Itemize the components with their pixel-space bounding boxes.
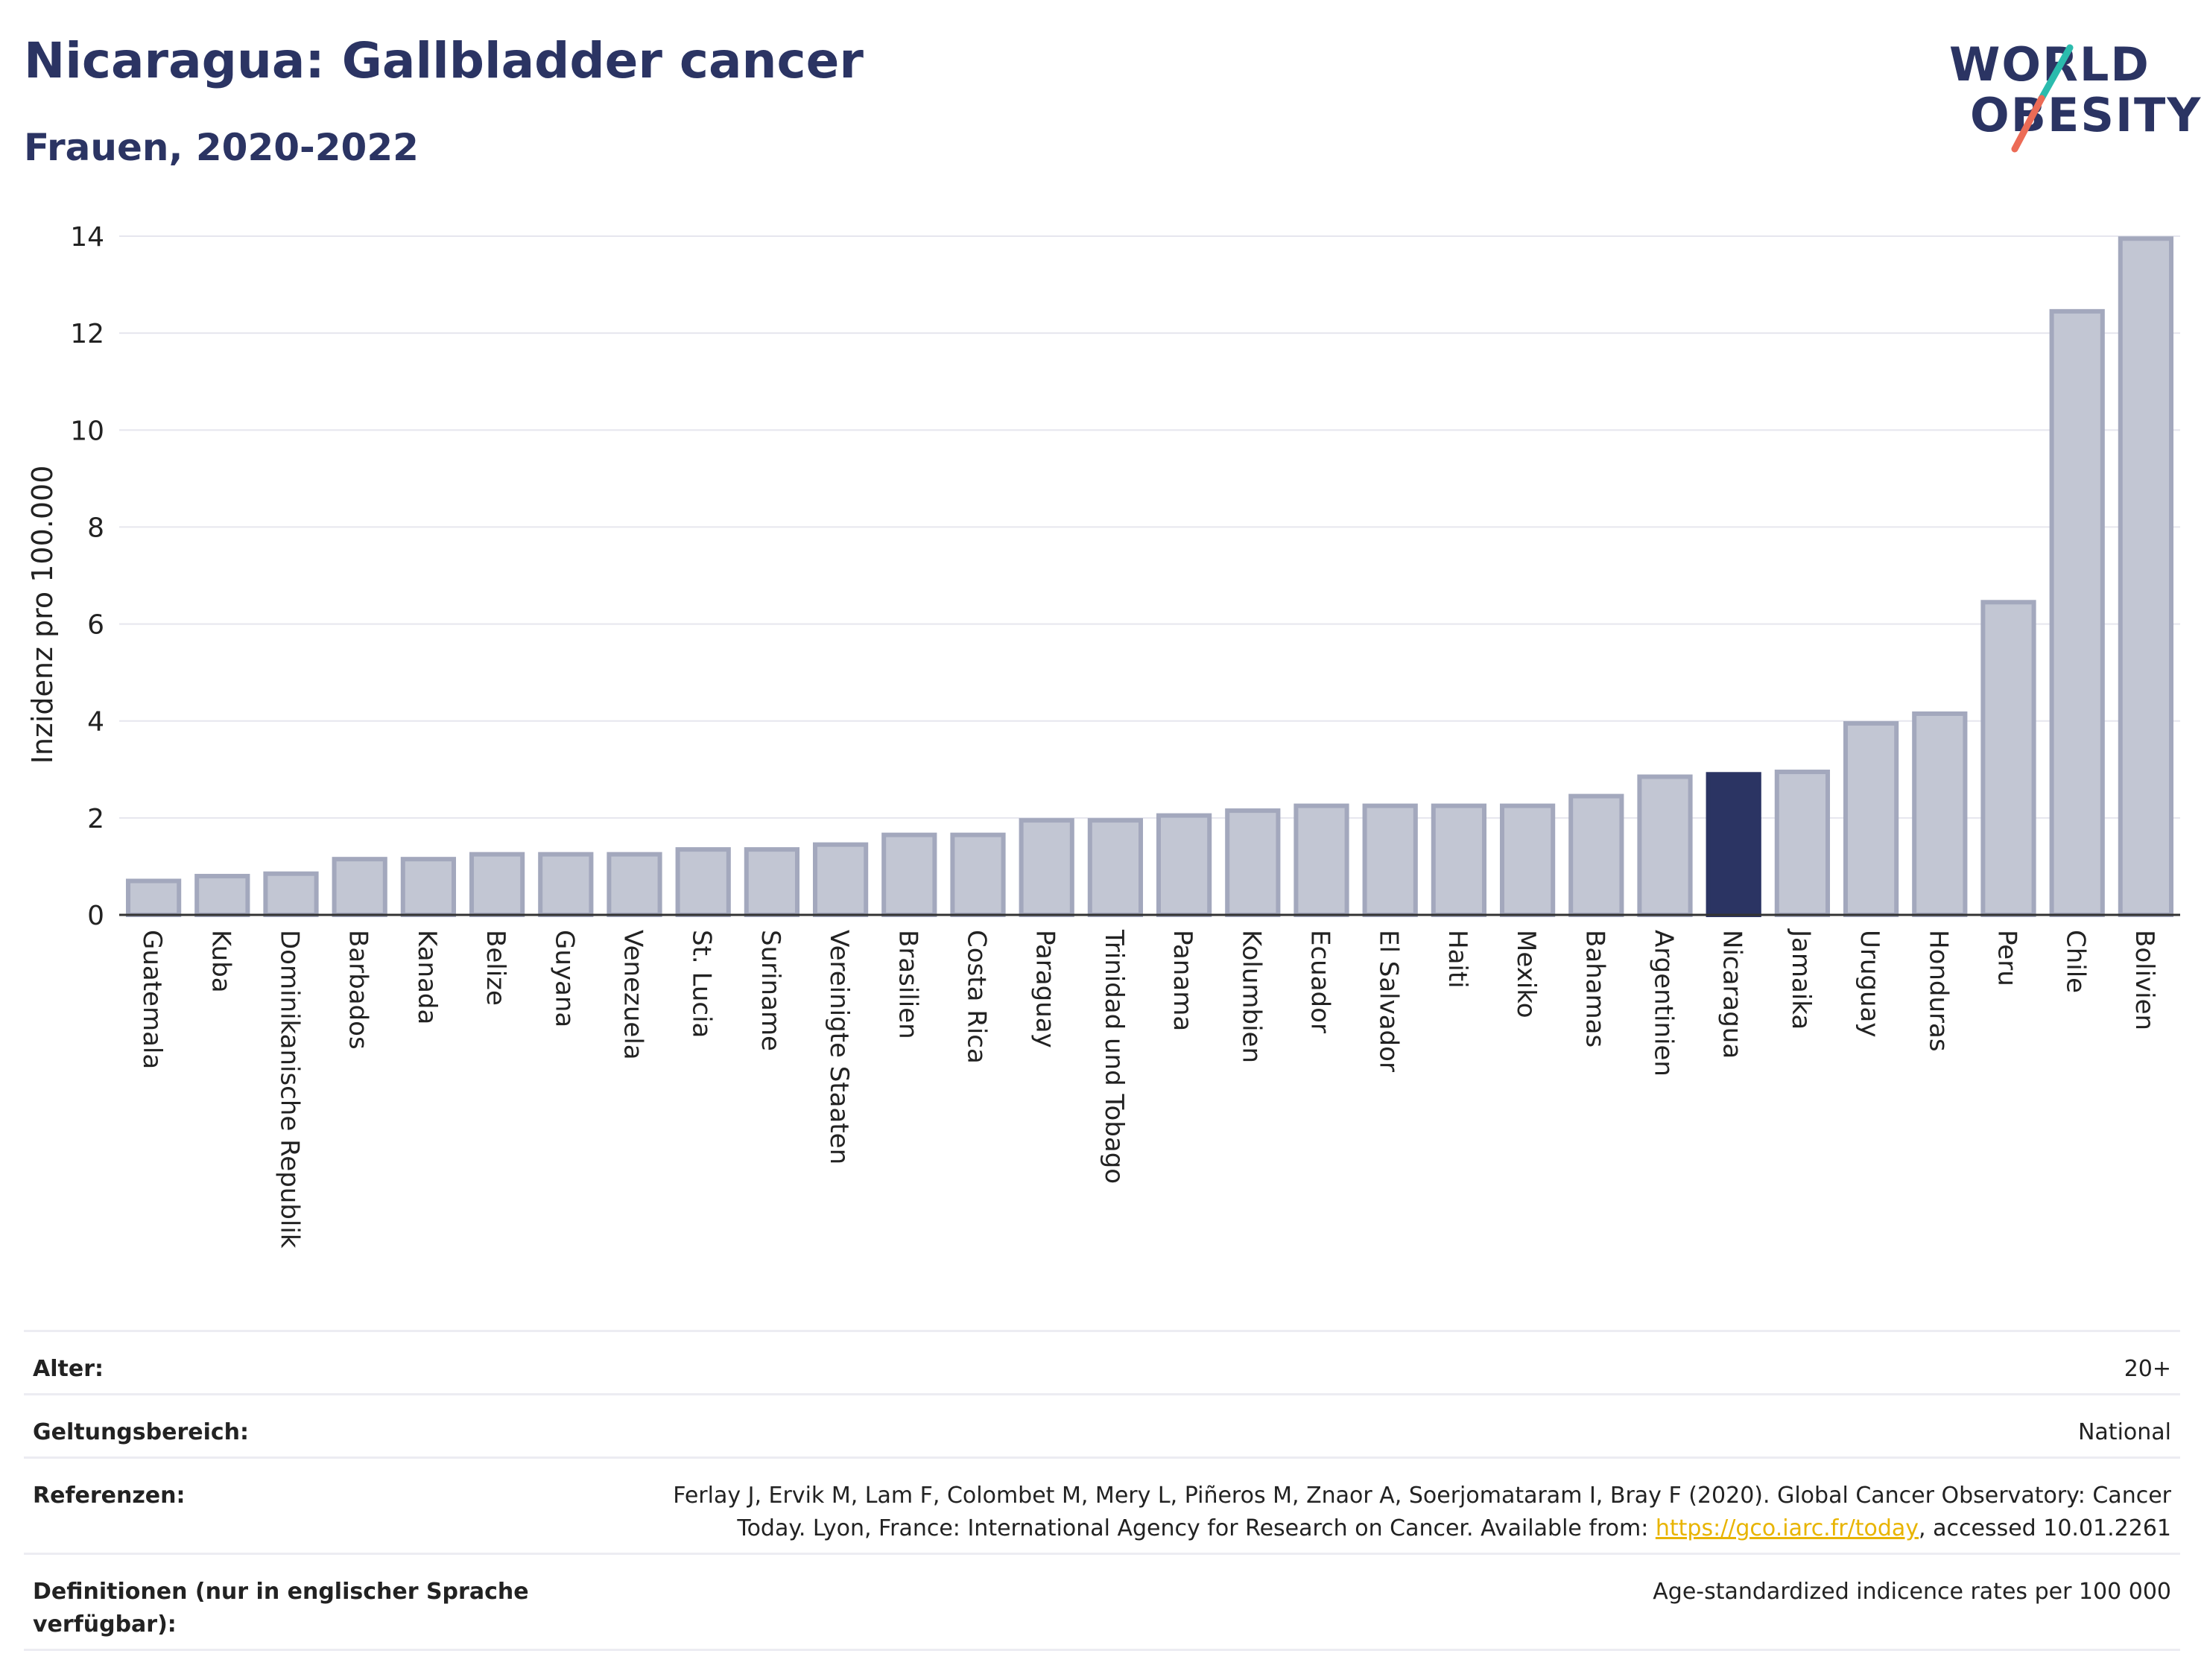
bar: [1637, 774, 1693, 918]
bar-chart: 0 2 4 6 8 10 12 14 Guatemala Kuba Dominikanische …: [26, 222, 2180, 1249]
y-tick-label: 6: [87, 610, 104, 641]
logo-word-obesity: OBESITY: [1970, 88, 2203, 142]
x-tick-label: Brasilien: [893, 930, 922, 1039]
world-obesity-logo: WORLD OBESITY: [1937, 24, 2200, 158]
references-link[interactable]: https://gco.iarc.fr/today: [1655, 1515, 1919, 1541]
y-axis-label: Inzidenz pro 100.000: [26, 466, 59, 764]
x-tick-label: Vereinigte Staaten: [824, 930, 854, 1164]
y-axis-ticks: 0 2 4 6 8 10 12 14: [70, 222, 104, 931]
bar: [1225, 808, 1281, 917]
chart-bars: [119, 236, 2180, 918]
x-tick-label: Peru: [1992, 930, 2022, 986]
x-tick-label: Uruguay: [1855, 930, 1884, 1038]
bar: [1362, 803, 1418, 918]
chart-title: Nicaragua: Gallbladder cancer: [24, 32, 864, 89]
bar: [1431, 803, 1487, 918]
y-tick-label: 2: [87, 804, 104, 834]
info-label-references: Referenzen:: [33, 1483, 186, 1509]
x-axis-ticks: Guatemala Kuba Dominikanische Republik Barb…: [137, 928, 2159, 1249]
bar: [950, 832, 1006, 917]
bar: [1293, 803, 1349, 918]
info-label-definitions: Definitionen (nur in englischer Sprache …: [33, 1579, 529, 1638]
bar-highlight: [1706, 772, 1761, 917]
bar: [125, 878, 182, 918]
bar: [1568, 793, 1624, 918]
info-table: Alter: 20+ Geltungsbereich: National Ref…: [24, 1330, 2180, 1651]
bar: [469, 852, 525, 917]
x-tick-label: Venezuela: [618, 930, 648, 1060]
bar: [607, 852, 662, 917]
logo-slash-top: [2038, 44, 2074, 102]
bar: [1087, 818, 1144, 917]
x-tick-label: Belize: [481, 930, 510, 1006]
x-tick-label: Trinidad und Tobago: [1099, 929, 1129, 1184]
y-tick-label: 4: [87, 707, 104, 738]
x-tick-label: Costa Rica: [962, 930, 992, 1064]
info-value-age: 20+: [2124, 1356, 2171, 1382]
y-tick-label: 14: [70, 222, 104, 253]
info-row-scope: Geltungsbereich: National: [24, 1393, 2180, 1456]
info-row-age: Alter: 20+: [24, 1330, 2180, 1393]
x-tick-label: Bahamas: [1580, 930, 1609, 1047]
x-tick-label: Argentinien: [1649, 930, 1679, 1077]
bar: [538, 852, 594, 917]
x-tick-label: Ecuador: [1305, 930, 1335, 1033]
x-tick-label: El Salvador: [1374, 930, 1404, 1072]
bar: [263, 871, 319, 917]
info-label-scope: Geltungsbereich:: [33, 1419, 250, 1445]
info-value-definitions: Age-standardized indicence rates per 100…: [1653, 1579, 2171, 1605]
x-tick-label: Guatemala: [137, 930, 167, 1069]
bar: [1019, 818, 1074, 917]
x-tick-label: St. Lucia: [687, 930, 717, 1038]
x-tick-label: Barbados: [343, 930, 373, 1050]
bar: [1843, 720, 1899, 917]
bar: [2049, 308, 2105, 917]
x-tick-label: Haiti: [1443, 930, 1472, 989]
x-tick-label: Guyana: [549, 930, 579, 1027]
x-tick-label: Panama: [1168, 930, 1197, 1031]
x-tick-label: Jamaika: [1786, 928, 1816, 1030]
bar: [332, 857, 387, 917]
x-tick-label: Kuba: [206, 930, 235, 993]
x-tick-label: Mexiko: [1511, 930, 1541, 1018]
x-tick-label: Paraguay: [1030, 930, 1060, 1048]
x-tick-label: Bolivien: [2129, 930, 2159, 1030]
references-line2-suffix: , accessed 10.01.2261: [1919, 1515, 2171, 1541]
logo-slash-icon: [2011, 44, 2074, 153]
x-tick-label: Kanada: [412, 930, 442, 1024]
bar: [194, 873, 250, 918]
bar: [744, 847, 800, 917]
bar: [812, 842, 869, 917]
bar: [1774, 770, 1831, 918]
x-tick-label: Dominikanische Republik: [275, 930, 305, 1249]
info-value-scope: National: [2077, 1419, 2171, 1445]
chart-gridlines: [119, 235, 2180, 819]
y-tick-label: 10: [70, 416, 104, 446]
bar: [1156, 813, 1212, 917]
chart-subtitle: Frauen, 2020-2022: [24, 126, 419, 169]
y-tick-label: 0: [87, 901, 104, 931]
bar: [1499, 803, 1556, 918]
x-tick-label: Chile: [2061, 930, 2091, 993]
info-row-definitions: Definitionen (nur in englischer Sprache …: [24, 1553, 2180, 1651]
info-value-references: Ferlay J, Ervik M, Lam F, Colombet M, Me…: [569, 1480, 2171, 1545]
y-tick-label: 12: [70, 319, 104, 349]
info-row-references: Referenzen: Ferlay J, Ervik M, Lam F, Co…: [24, 1456, 2180, 1553]
x-tick-label: Nicaragua: [1717, 930, 1747, 1059]
info-label-age: Alter:: [33, 1356, 104, 1382]
x-tick-label: Kolumbien: [1236, 930, 1266, 1063]
bar: [2118, 236, 2174, 917]
references-line2-prefix: Today. Lyon, France: International Agenc…: [737, 1515, 1656, 1541]
bar: [400, 857, 457, 917]
bar: [881, 832, 937, 917]
y-tick-label: 8: [87, 513, 104, 543]
logo-slash-bottom: [2011, 95, 2045, 153]
x-tick-label: Suriname: [756, 930, 785, 1051]
bar: [1980, 600, 2036, 918]
x-tick-label: Honduras: [1923, 930, 1953, 1052]
bar: [675, 847, 731, 917]
bar: [1912, 711, 1968, 917]
references-line1: Ferlay J, Ervik M, Lam F, Colombet M, Me…: [673, 1483, 2171, 1509]
